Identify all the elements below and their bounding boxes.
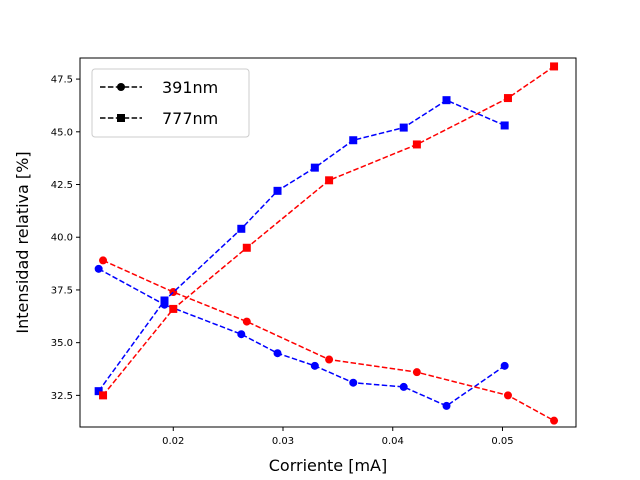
- y-axis: 32.5 35.0 37.5 40.0 42.5 45.0 47.5: [51, 75, 80, 402]
- y-tick-label: 40.0: [51, 233, 73, 244]
- legend: 391nm 777nm: [91, 68, 250, 138]
- data-point-circle: [550, 416, 559, 425]
- x-tick-label: 0.05: [491, 436, 513, 447]
- data-point-square: [160, 296, 169, 305]
- y-tick-label: 32.5: [51, 391, 73, 402]
- data-point-square: [237, 224, 246, 233]
- y-tick-label: 47.5: [51, 75, 73, 86]
- legend-label-391nm: 391nm: [162, 78, 218, 97]
- data-point-square: [242, 243, 251, 252]
- data-point-circle: [412, 368, 421, 377]
- x-tick-label: 0.03: [272, 436, 294, 447]
- data-point-square: [503, 94, 512, 103]
- y-tick-label: 35.0: [51, 338, 73, 349]
- data-point-circle: [237, 330, 246, 339]
- x-tick-label: 0.02: [162, 436, 184, 447]
- data-point-circle: [94, 264, 103, 273]
- data-point-square: [412, 140, 421, 149]
- y-tick-label: 45.0: [51, 127, 73, 138]
- data-point-square: [399, 123, 408, 132]
- legend-marker-square: [117, 114, 125, 122]
- data-point-circle: [325, 355, 334, 364]
- x-axis: 0.02 0.03 0.04 0.05: [162, 427, 514, 447]
- legend-box: [91, 68, 250, 138]
- data-point-circle: [99, 256, 108, 265]
- data-point-circle: [273, 349, 282, 358]
- data-point-square: [325, 176, 334, 185]
- data-point-circle: [399, 382, 408, 391]
- data-point-square: [273, 186, 282, 195]
- data-point-square: [99, 391, 108, 400]
- data-point-circle: [349, 378, 358, 387]
- y-tick-label: 37.5: [51, 285, 73, 296]
- legend-label-777nm: 777nm: [162, 109, 218, 128]
- data-point-square: [169, 304, 178, 313]
- data-point-square: [349, 136, 358, 145]
- x-tick-label: 0.04: [382, 436, 404, 447]
- series-layer: [94, 62, 559, 425]
- data-point-circle: [503, 391, 512, 400]
- data-point-square: [500, 121, 509, 130]
- data-point-square: [442, 96, 451, 105]
- legend-marker-circle: [117, 83, 125, 91]
- data-point-circle: [242, 317, 251, 326]
- y-axis-title: Intensidad relativa [%]: [13, 151, 32, 333]
- y-tick-label: 42.5: [51, 180, 73, 191]
- data-point-circle: [442, 401, 451, 410]
- data-point-circle: [500, 361, 509, 370]
- data-point-square: [94, 387, 103, 396]
- data-point-square: [310, 163, 319, 172]
- x-axis-title: Corriente [mA]: [269, 456, 387, 475]
- plot-frame: [79, 57, 577, 428]
- data-point-circle: [310, 361, 319, 370]
- data-point-square: [550, 62, 559, 71]
